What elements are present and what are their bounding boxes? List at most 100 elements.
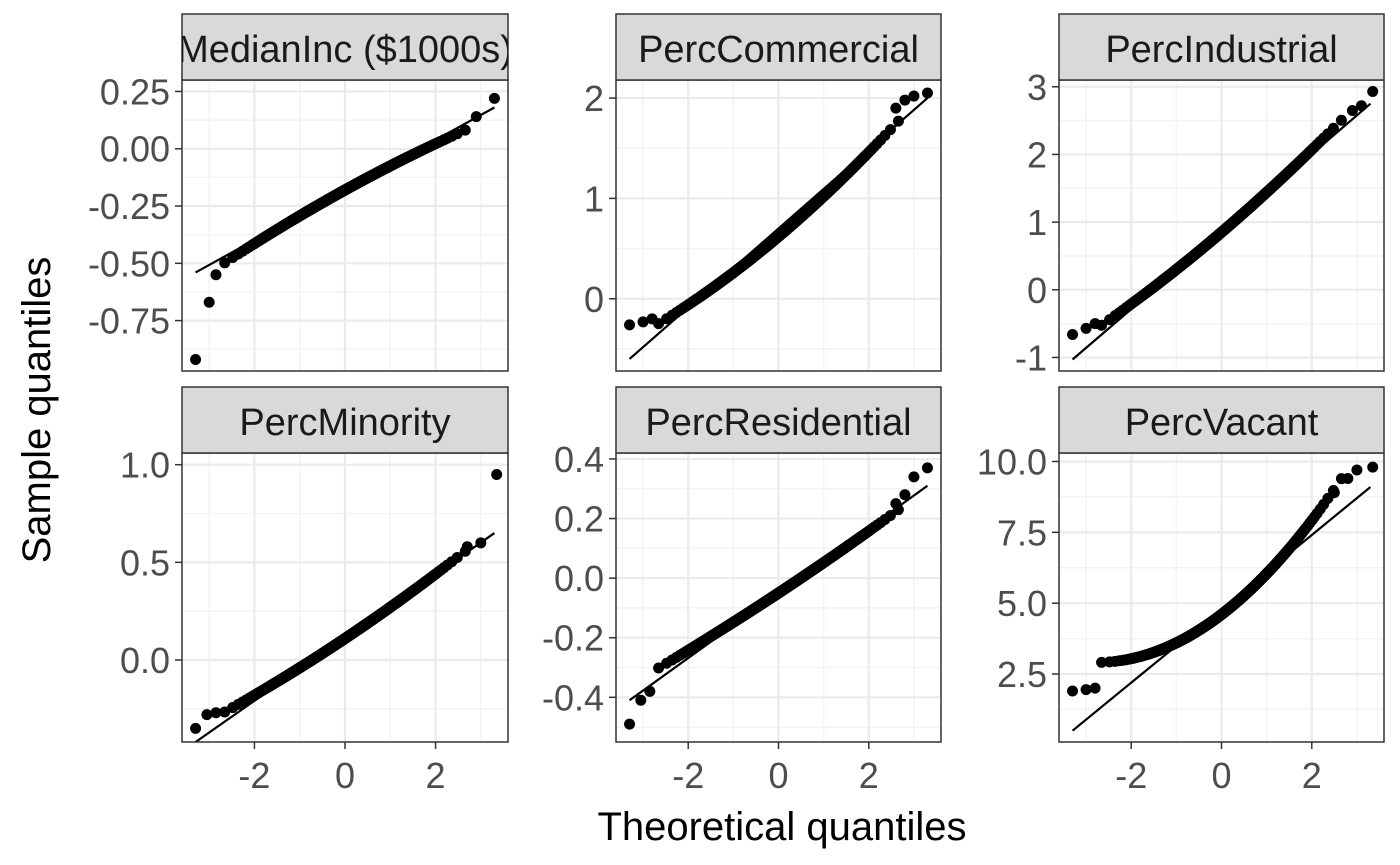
qq-tail-point	[637, 316, 649, 328]
qq-point	[1096, 656, 1108, 668]
y-tick-label: -0.75	[88, 301, 170, 342]
qq-tail-point	[1089, 682, 1101, 694]
qq-point	[451, 551, 463, 563]
qq-tail-point	[190, 354, 202, 366]
qq-tail-point	[488, 92, 500, 104]
qq-tail-point	[203, 296, 215, 308]
x-tick-label: 2	[426, 755, 446, 796]
qq-tail-point	[908, 471, 920, 483]
y-tick-label: 0.2	[554, 499, 604, 540]
qq-tail-point	[1080, 684, 1092, 696]
facet-strip-label: PercCommercial	[638, 29, 919, 71]
qq-tail-point	[899, 94, 911, 106]
y-tick-label: 0.00	[100, 129, 170, 170]
facet-panel: PercCommercial 2 1 0	[584, 13, 942, 372]
panel-content	[616, 453, 941, 742]
qq-tail-point	[921, 87, 933, 99]
y-tick-label: 1.0	[120, 445, 170, 486]
qq-tail-point	[1367, 461, 1379, 473]
x-tick-label: 2	[859, 755, 879, 796]
qq-tail-point	[908, 90, 920, 102]
qq-point	[219, 257, 231, 269]
y-tick-label: 2	[1027, 134, 1047, 175]
x-tick-label: -2	[1115, 755, 1147, 796]
y-tick-label: 0	[1027, 270, 1047, 311]
qq-tail-point	[210, 707, 222, 719]
qq-tail-point	[899, 489, 911, 501]
y-tick-label: 5.0	[997, 583, 1047, 624]
y-tick-label: 10.0	[977, 442, 1047, 483]
x-axis-title: Theoretical quantiles	[597, 805, 966, 849]
x-tick-label: 0	[335, 755, 355, 796]
y-tick-label: 1	[1027, 202, 1047, 243]
y-tick-label: 0.0	[554, 558, 604, 599]
qq-tail-point	[1355, 100, 1367, 112]
x-tick-label: -2	[238, 755, 270, 796]
x-tick-label: 0	[768, 755, 788, 796]
qq-tail-point	[190, 722, 202, 734]
qq-tail-point	[624, 319, 636, 331]
qq-tail-point	[921, 462, 933, 474]
qq-tail-point	[644, 685, 656, 697]
facet-strip-label: PercIndustrial	[1105, 29, 1337, 71]
qq-tail-point	[470, 111, 482, 123]
facet-strip	[181, 386, 509, 454]
qq-tail-point	[1346, 104, 1358, 116]
qq-point	[653, 662, 665, 674]
qq-tail-point	[1067, 328, 1079, 340]
qq-tail-point	[201, 709, 213, 721]
qq-tail-point	[1367, 86, 1379, 98]
facet-strip	[1058, 386, 1385, 454]
qq-point	[884, 509, 896, 521]
qq-tail-point	[890, 102, 902, 114]
panel-content	[1059, 453, 1384, 742]
qq-tail-point	[646, 313, 658, 325]
qq-point	[892, 115, 904, 127]
qq-tail-point	[624, 718, 636, 730]
qq-point	[884, 124, 896, 136]
qq-point	[1327, 122, 1339, 134]
y-tick-label: -0.4	[542, 677, 604, 718]
facet-strip	[615, 13, 942, 81]
qq-tail-point	[1067, 685, 1079, 697]
y-tick-label: 2	[584, 78, 604, 119]
panel-content	[616, 80, 941, 371]
y-tick-label: -0.50	[88, 243, 170, 284]
facet-strip-label: PercResidential	[645, 402, 911, 444]
qq-tail-point	[635, 694, 647, 706]
facet-strip	[615, 386, 942, 454]
x-tick-label: 2	[1302, 755, 1322, 796]
y-tick-label: 0.5	[120, 542, 170, 583]
qq-tail-point	[1342, 473, 1354, 484]
facet-strip-label: MedianInc ($1000s)	[177, 29, 513, 71]
y-tick-label: -0.2	[542, 618, 604, 659]
qq-tail-point	[461, 541, 473, 553]
qq-point	[459, 124, 471, 136]
facet-panel: PercMinority 1.0 0.5 0.0 -2 0 2	[120, 386, 509, 796]
y-tick-label: 0.0	[120, 640, 170, 681]
qq-tail-point	[210, 269, 222, 281]
y-tick-label: 2.5	[997, 654, 1047, 695]
y-axis-title: Sample quantiles	[15, 257, 59, 564]
y-tick-label: -0.25	[88, 186, 170, 227]
y-tick-label: 0.25	[100, 71, 170, 112]
qq-tail-point	[1328, 487, 1340, 499]
facet-strip	[1058, 13, 1385, 81]
facet-panel: PercResidential 0.4 0.2 0.0 -0.2 -0.4 -2 0 2	[542, 386, 942, 796]
qq-tail-point	[475, 537, 487, 549]
qq-tail-point	[890, 498, 902, 510]
qq-tail-point	[1080, 322, 1092, 334]
facet-panel: PercIndustrial 3 2 1 0 -1	[1015, 13, 1385, 378]
y-tick-label: 3	[1027, 67, 1047, 108]
facet-strip-label: PercVacant	[1125, 402, 1319, 444]
y-tick-label: 0.4	[554, 439, 604, 480]
qq-point	[1335, 114, 1347, 126]
y-tick-label: 1	[584, 178, 604, 219]
y-tick-label: 7.5	[997, 512, 1047, 553]
panel-content	[182, 453, 508, 742]
x-tick-label: 0	[1211, 755, 1231, 796]
y-tick-label: 0	[584, 279, 604, 320]
qq-point	[219, 706, 231, 718]
